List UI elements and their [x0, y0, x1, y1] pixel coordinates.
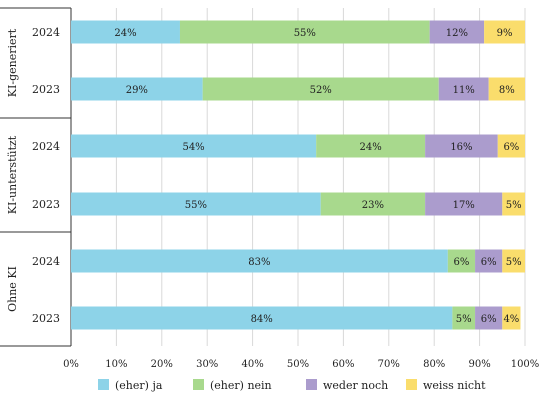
bar-segment — [502, 192, 525, 216]
legend-label: weder noch — [323, 379, 388, 392]
year-label: 2023 — [32, 198, 60, 211]
legend-label: weiss nicht — [423, 379, 486, 392]
x-tick-label: 60% — [332, 359, 354, 370]
data-label: 6% — [503, 142, 519, 153]
bar-segment — [71, 20, 180, 44]
group-label: Ohne KI — [6, 266, 19, 312]
year-label: 2024 — [32, 26, 60, 39]
x-tick-label: 90% — [468, 359, 490, 370]
x-tick-label: 20% — [151, 359, 173, 370]
bar-segment — [484, 20, 525, 44]
data-label: 11% — [453, 85, 475, 96]
bar-segment — [71, 77, 203, 101]
x-tick-label: 30% — [196, 359, 218, 370]
data-label: 52% — [310, 85, 332, 96]
bar-segment — [502, 306, 521, 330]
legend-label: (eher) ja — [115, 379, 163, 392]
data-label: 12% — [446, 28, 468, 39]
bar-segment — [438, 77, 489, 101]
row-labels: KI-generiert 2024 2023 KI-unterstützt 2024 20… — [6, 26, 60, 325]
data-label: 8% — [499, 85, 515, 96]
bar-segment — [502, 249, 525, 273]
bar-segment — [179, 20, 430, 44]
data-label: 55% — [294, 28, 316, 39]
bar-segment — [475, 306, 503, 330]
data-label: 9% — [497, 28, 513, 39]
x-tick-label: 100% — [511, 359, 540, 370]
year-label: 2024 — [32, 140, 60, 153]
year-label: 2024 — [32, 255, 60, 268]
bar-segment — [71, 134, 317, 158]
data-label: 55% — [185, 200, 207, 211]
legend-swatch — [306, 379, 317, 390]
data-label: 6% — [481, 257, 497, 268]
bar-segment — [488, 77, 525, 101]
data-label: 23% — [362, 200, 384, 211]
bars: 24% 55% 12% 9% 29% 52% 11% 8% 54% 24% 16% 6% 55% 23% 1… — [71, 20, 525, 330]
bar-segment — [202, 77, 439, 101]
data-label: 6% — [454, 257, 470, 268]
x-axis: 0% 10% 20% 30% 40% 50% 60% 70% 80% 90% 100% — [63, 359, 539, 370]
x-tick-label: 0% — [63, 359, 79, 370]
x-tick-label: 80% — [423, 359, 445, 370]
x-tick-label: 10% — [105, 359, 127, 370]
bar-segment — [71, 192, 321, 216]
year-label: 2023 — [32, 83, 60, 96]
bar-segment — [452, 306, 476, 330]
bar-segment — [71, 249, 448, 273]
data-label: 5% — [456, 314, 472, 325]
data-label: 84% — [251, 314, 273, 325]
data-label: 54% — [182, 142, 204, 153]
legend-label: (eher) nein — [210, 379, 272, 392]
year-label: 2023 — [32, 312, 60, 325]
legend-swatch — [98, 379, 109, 390]
x-tick-label: 70% — [378, 359, 400, 370]
bar-segment — [475, 249, 503, 273]
x-tick-label: 50% — [287, 359, 309, 370]
legend-swatch — [406, 379, 417, 390]
data-label: 4% — [503, 314, 519, 325]
group-label: KI-unterstützt — [6, 135, 19, 214]
data-label: 83% — [248, 257, 270, 268]
legend-swatch — [193, 379, 204, 390]
data-label: 24% — [114, 28, 136, 39]
bar-segment — [447, 249, 476, 273]
data-label: 5% — [506, 200, 522, 211]
bar-segment — [425, 192, 503, 216]
data-label: 17% — [453, 200, 475, 211]
legend: (eher) ja (eher) nein weder noch weiss nich… — [98, 379, 486, 392]
group-label: KI-generiert — [6, 28, 19, 97]
data-label: 29% — [126, 85, 148, 96]
data-label: 5% — [506, 257, 522, 268]
bar-segment — [425, 134, 498, 158]
bar-segment — [71, 306, 453, 330]
bar-segment — [320, 192, 426, 216]
data-label: 6% — [481, 314, 497, 325]
data-label: 16% — [450, 142, 472, 153]
data-label: 24% — [360, 142, 382, 153]
bar-segment — [497, 134, 525, 158]
bar-segment — [429, 20, 485, 44]
x-tick-label: 40% — [241, 359, 263, 370]
bar-segment — [316, 134, 426, 158]
grid-lines — [0, 7, 526, 347]
